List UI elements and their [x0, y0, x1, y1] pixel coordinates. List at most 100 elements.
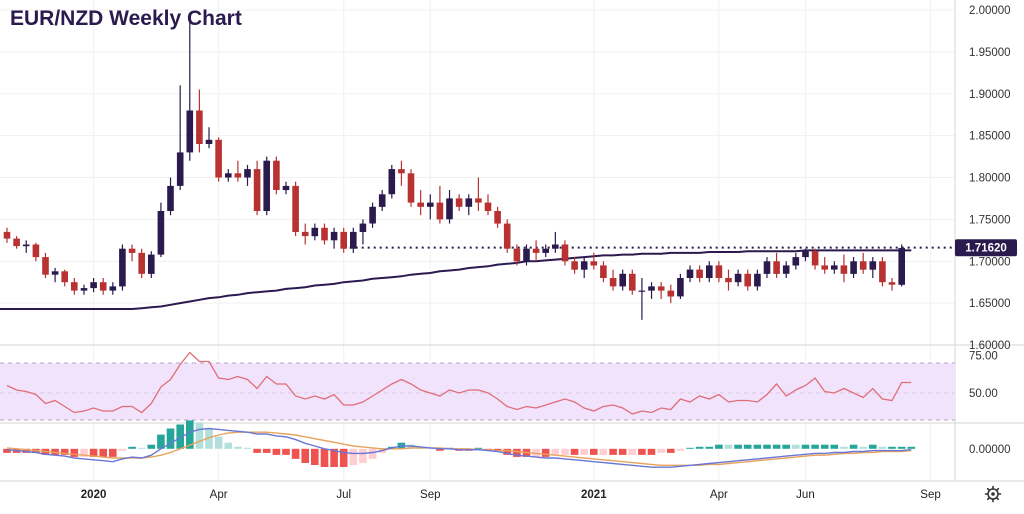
rsi-band — [0, 363, 955, 420]
time-tick-label: 2020 — [81, 489, 107, 501]
candle — [205, 127, 213, 149]
candle — [398, 160, 405, 186]
candle — [80, 284, 88, 295]
macd-histogram-bar — [503, 448, 511, 455]
candle — [407, 169, 415, 207]
macd-histogram-bar — [89, 448, 98, 457]
macd-histogram-bar — [897, 446, 906, 449]
candle — [71, 278, 78, 295]
macd-histogram-bar — [840, 446, 848, 449]
candle — [802, 248, 809, 262]
time-tick-label: Jul — [336, 489, 351, 501]
macd-histogram-bar — [262, 448, 271, 453]
gear-icon[interactable] — [984, 485, 1002, 503]
macd-histogram-bar — [330, 448, 338, 467]
candle — [648, 282, 655, 299]
macd-histogram-bar — [243, 447, 252, 449]
macd-histogram-bar — [609, 448, 617, 455]
macd-line — [6, 427, 912, 468]
macd-histogram-bar — [859, 446, 867, 449]
candle — [51, 267, 59, 283]
macd-histogram-bar — [368, 448, 377, 459]
candle — [138, 248, 145, 278]
macd-histogram-bar — [705, 446, 714, 449]
macd-histogram-bar — [80, 448, 88, 457]
macd-histogram-bar — [320, 448, 329, 467]
current-price-tag: 1.71620 — [955, 239, 1017, 257]
macd-histogram-bar — [137, 447, 146, 449]
candle — [475, 177, 482, 211]
candle — [840, 254, 848, 283]
candle — [657, 282, 665, 299]
macd-histogram-bar — [234, 446, 242, 449]
candle — [196, 89, 203, 153]
candle — [638, 278, 646, 320]
candle — [513, 244, 521, 266]
macd-histogram-bar — [70, 448, 79, 457]
candle — [359, 219, 367, 245]
macd-histogram-bar — [99, 448, 107, 457]
candle — [253, 160, 261, 216]
macd-histogram-bar — [772, 444, 781, 449]
macd-histogram-bar — [849, 444, 858, 449]
candle — [734, 269, 742, 287]
macd-histogram-bar — [792, 444, 800, 449]
macd-histogram-bar — [743, 444, 752, 449]
price-tick-label: 1.75000 — [969, 214, 1011, 226]
price-tick-label: 1.85000 — [969, 131, 1011, 143]
candle — [552, 231, 559, 253]
candle — [523, 244, 530, 266]
candle — [378, 190, 386, 211]
candle — [3, 227, 11, 243]
candle — [629, 269, 636, 295]
macd-histogram-bar — [801, 444, 810, 449]
candle — [42, 252, 49, 278]
candle — [484, 194, 492, 216]
macd-histogram-bar — [291, 448, 300, 459]
price-tick-label: 1.70000 — [969, 256, 1011, 268]
macd-histogram-bar — [561, 448, 569, 455]
candle — [292, 181, 299, 237]
macd-histogram-bar — [907, 446, 916, 449]
macd-histogram-bar — [3, 448, 11, 453]
candle — [273, 156, 280, 195]
macd-histogram-bar — [166, 428, 175, 449]
time-tick-label: Sep — [420, 489, 440, 501]
macd-histogram-bar — [647, 448, 656, 455]
moving-average-line — [0, 249, 912, 310]
candle — [821, 257, 828, 274]
candle — [436, 185, 444, 224]
candle — [32, 242, 40, 262]
macd-histogram-bar — [311, 448, 319, 465]
candle — [234, 160, 242, 182]
current-price-label: 1.71620 — [965, 243, 1007, 255]
macd-histogram-bar — [474, 447, 483, 449]
macd-histogram-bar — [436, 448, 444, 451]
macd-histogram-bar — [618, 448, 627, 455]
candle — [263, 156, 270, 216]
rsi-panel — [0, 351, 955, 421]
time-axis: 2020 Apr Jul Sep 2021 Apr Jun Sep — [81, 489, 941, 501]
candle — [282, 181, 290, 195]
candle — [22, 240, 30, 253]
candle — [350, 227, 357, 253]
macd-histogram-bar — [878, 446, 887, 449]
price-tick-label: 1.95000 — [969, 47, 1011, 59]
macd-histogram-bar — [628, 448, 637, 455]
candle — [859, 252, 867, 274]
candle — [215, 137, 222, 182]
macd-histogram-bar — [176, 424, 184, 449]
candle — [244, 164, 251, 186]
macd-histogram-bar — [570, 448, 579, 455]
candle — [619, 269, 626, 291]
macd-histogram-bar — [128, 446, 136, 449]
candle — [417, 190, 424, 216]
candle — [888, 278, 896, 291]
candle — [13, 236, 20, 249]
candle — [811, 248, 819, 270]
macd-histogram-bar — [869, 444, 877, 449]
macd-histogram-bar — [253, 448, 261, 453]
candle — [109, 282, 117, 295]
macd-histogram-bar — [657, 448, 665, 453]
